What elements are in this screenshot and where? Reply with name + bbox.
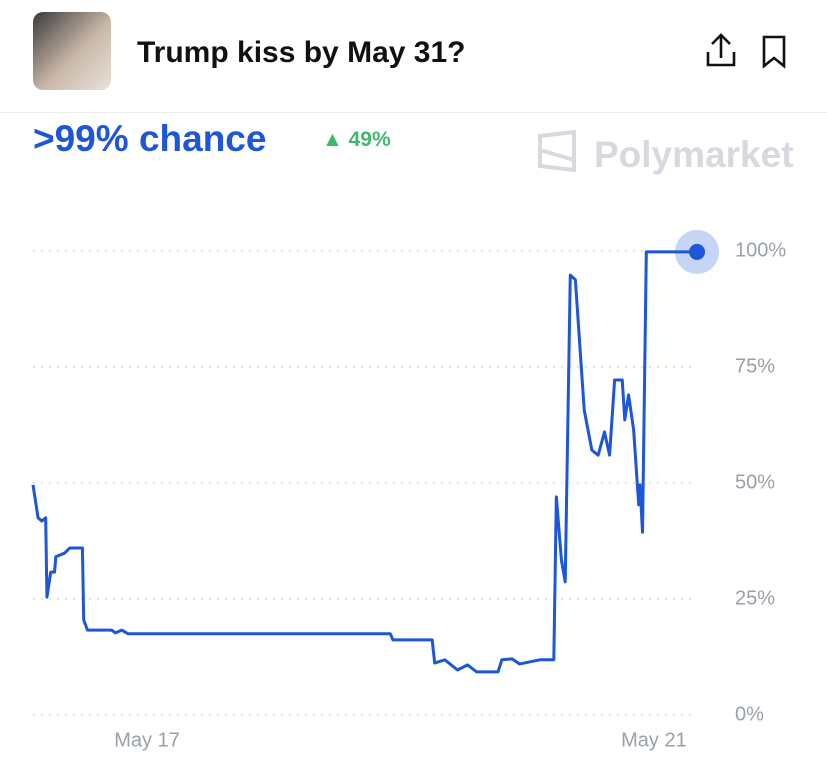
change-value: 49%	[348, 128, 391, 151]
market-title: Trump kiss by May 31?	[137, 36, 466, 69]
end-point	[689, 243, 705, 260]
bookmark-button[interactable]	[762, 35, 786, 69]
x-tick-label: May 21	[621, 729, 687, 751]
x-tick-label: May 17	[114, 729, 180, 751]
y-tick-label: 75%	[735, 355, 775, 377]
market-image	[33, 12, 111, 90]
brand: Polymarket	[594, 134, 794, 175]
header: Trump kiss by May 31?	[0, 0, 827, 113]
y-tick-label: 50%	[735, 471, 775, 493]
chance: >99% chance	[33, 118, 267, 159]
y-tick-label: 25%	[735, 587, 775, 609]
price-line	[31, 250, 697, 674]
y-tick-label: 0%	[735, 703, 764, 725]
y-tick-label: 100%	[735, 239, 786, 261]
change: ▲ 49%	[322, 128, 391, 151]
share-button[interactable]	[706, 33, 736, 67]
header-icons	[706, 33, 786, 69]
